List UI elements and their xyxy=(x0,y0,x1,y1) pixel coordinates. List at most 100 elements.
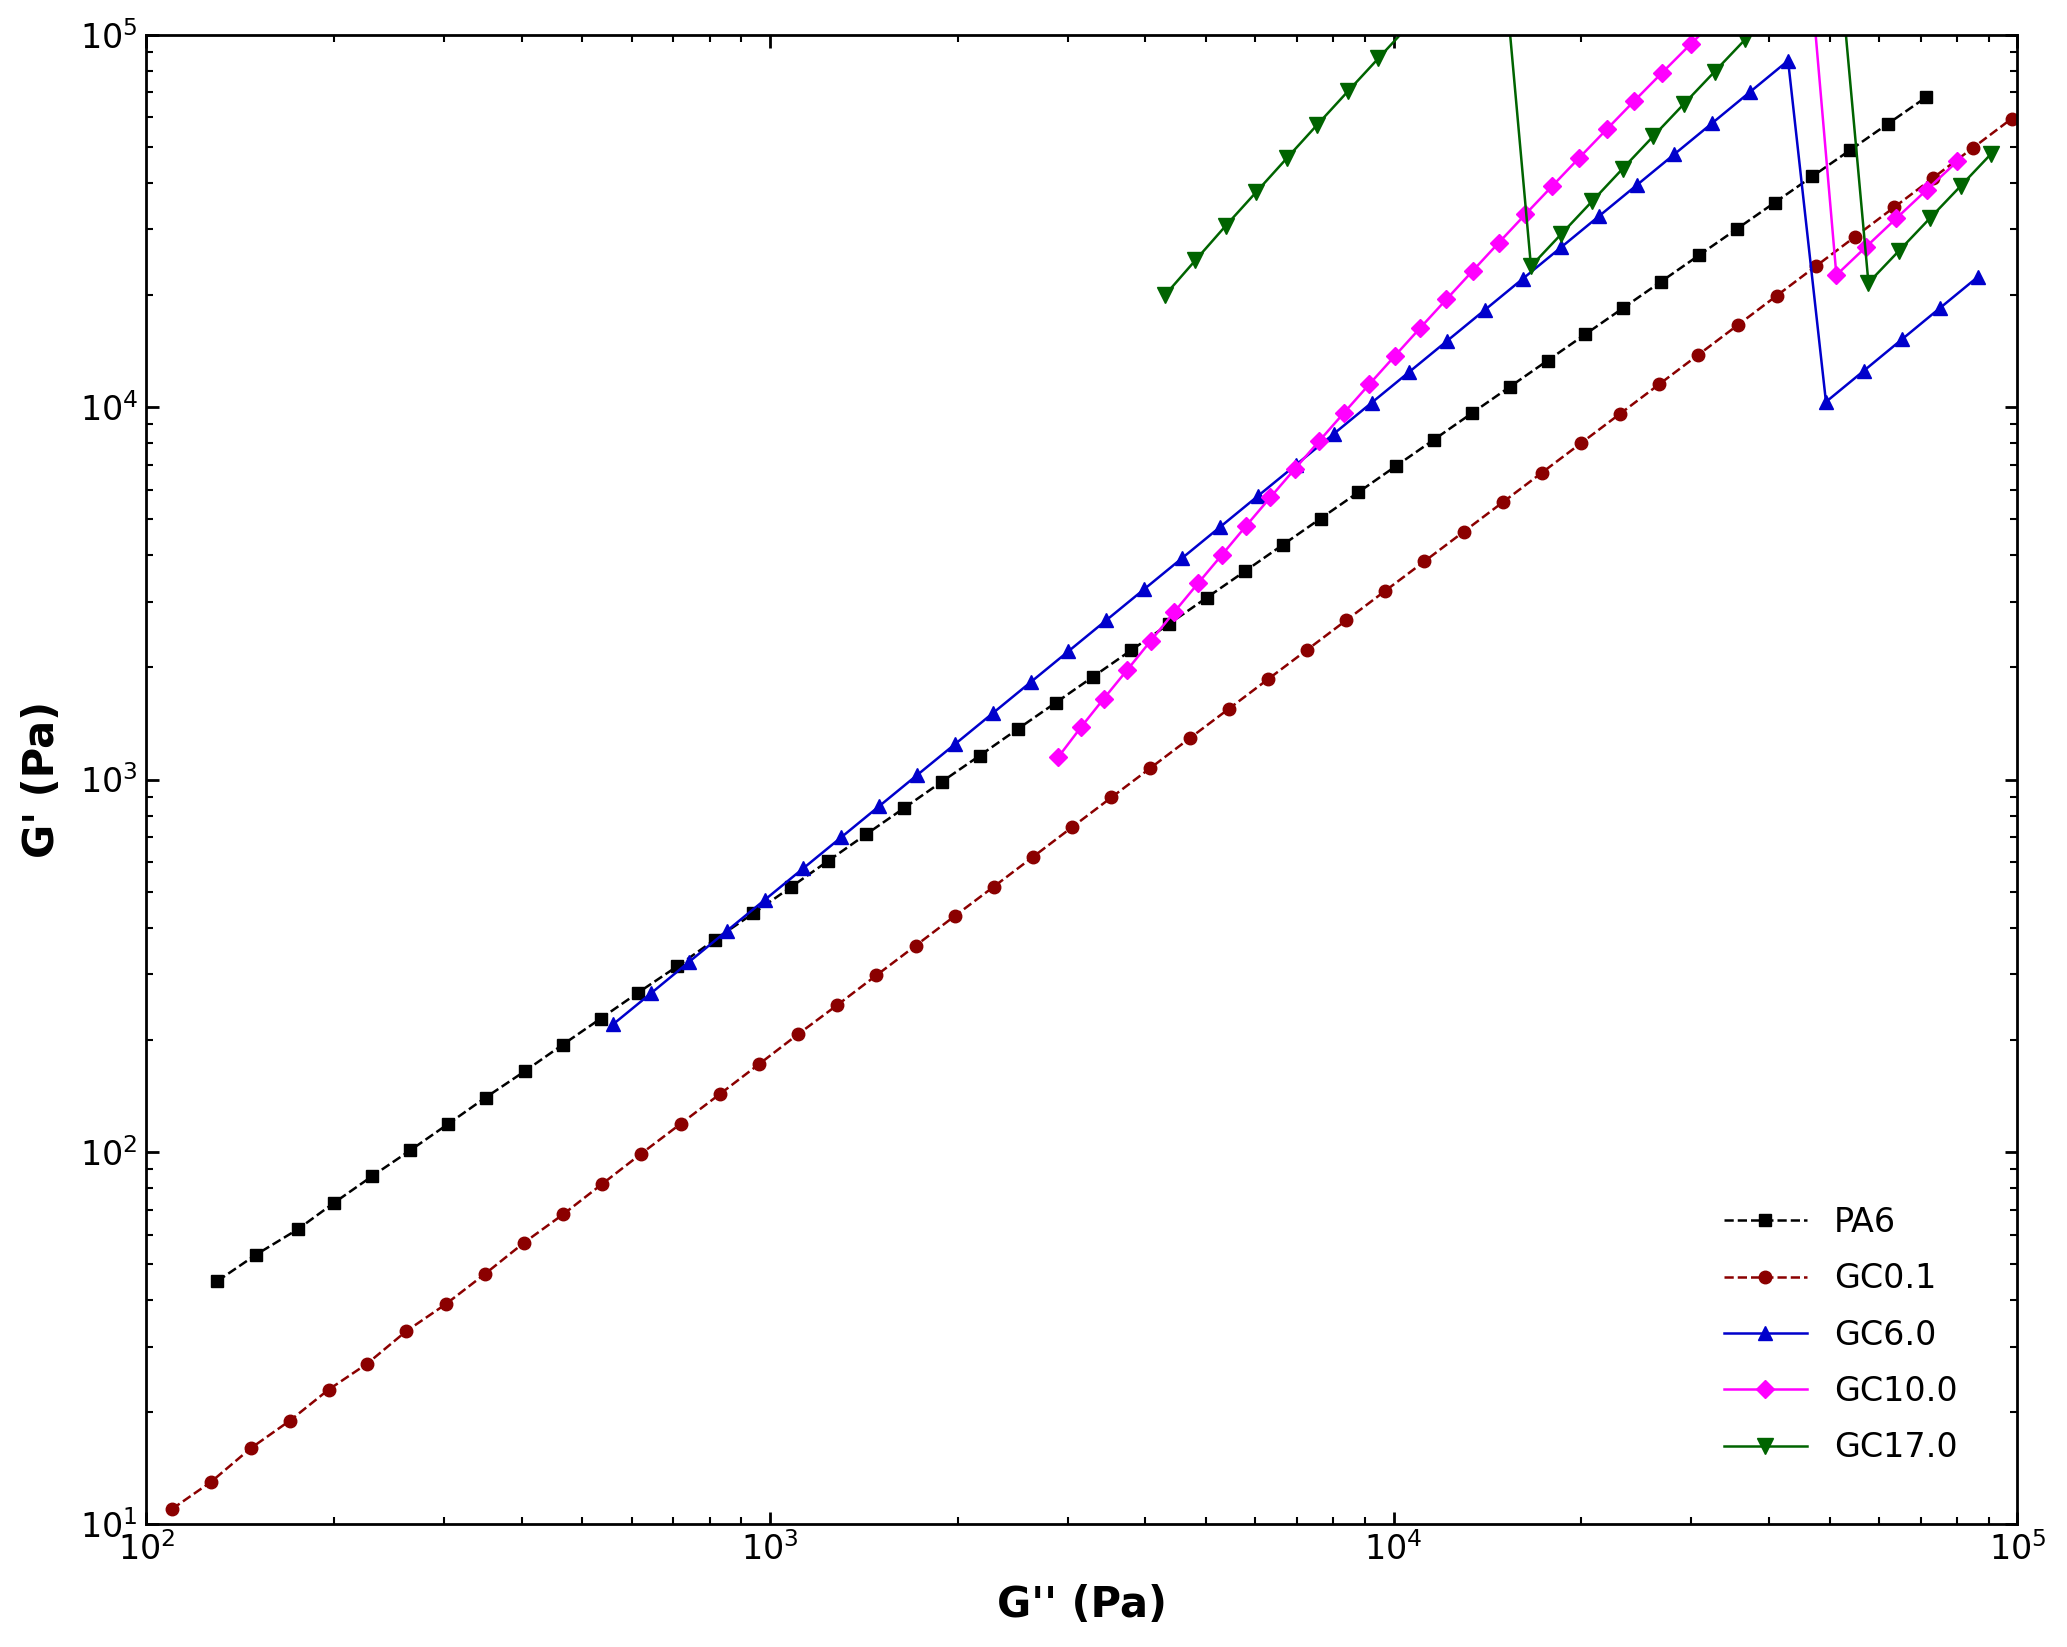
GC17.0 xyxy=(1918,209,1943,229)
PA6 xyxy=(1610,298,1635,318)
GC0.1 xyxy=(903,935,928,955)
PA6 xyxy=(473,1087,498,1107)
GC0.1 xyxy=(707,1084,732,1103)
PA6 xyxy=(930,772,955,792)
GC10.0 xyxy=(1114,660,1139,680)
GC6.0 xyxy=(1284,455,1308,474)
GC6.0 xyxy=(866,797,891,817)
PA6 xyxy=(436,1113,461,1133)
GC10.0 xyxy=(1486,232,1511,252)
GC6.0 xyxy=(676,952,701,972)
PA6 xyxy=(967,746,992,766)
PA6 xyxy=(1232,562,1257,581)
GC6.0 xyxy=(1926,298,1951,318)
GC10.0 xyxy=(1914,180,1939,199)
GC6.0 xyxy=(715,921,740,940)
GC6.0 xyxy=(980,703,1005,723)
Line: GC17.0: GC17.0 xyxy=(1158,0,1999,303)
PA6 xyxy=(285,1219,310,1239)
GC10.0 xyxy=(1234,516,1259,535)
GC0.1 xyxy=(159,1499,184,1519)
X-axis label: G'' (Pa): G'' (Pa) xyxy=(996,1584,1168,1626)
GC10.0 xyxy=(1513,204,1538,224)
GC0.1 xyxy=(1021,847,1046,866)
PA6 xyxy=(854,825,878,845)
GC17.0 xyxy=(1335,82,1360,102)
GC0.1 xyxy=(550,1204,575,1224)
GC10.0 xyxy=(1623,91,1647,110)
Line: PA6: PA6 xyxy=(211,91,1933,1288)
PA6 xyxy=(205,1271,229,1291)
GC6.0 xyxy=(1966,267,1991,287)
PA6 xyxy=(1800,166,1825,186)
PA6 xyxy=(397,1140,422,1159)
GC0.1 xyxy=(316,1380,341,1400)
GC0.1 xyxy=(238,1438,263,1458)
PA6 xyxy=(1497,377,1521,397)
PA6 xyxy=(550,1034,575,1054)
PA6 xyxy=(816,851,841,871)
GC0.1 xyxy=(1451,522,1476,542)
GC17.0 xyxy=(1610,158,1635,178)
GC6.0 xyxy=(1548,237,1573,257)
GC0.1 xyxy=(434,1295,459,1314)
PA6 xyxy=(589,1008,614,1028)
GC6.0 xyxy=(639,983,664,1003)
PA6 xyxy=(244,1245,269,1265)
GC10.0 xyxy=(1331,402,1356,422)
GC6.0 xyxy=(792,858,816,878)
GC0.1 xyxy=(1765,287,1790,306)
PA6 xyxy=(1649,272,1674,292)
GC6.0 xyxy=(1889,329,1914,349)
PA6 xyxy=(1308,509,1333,529)
PA6 xyxy=(1118,641,1143,660)
GC0.1 xyxy=(1687,344,1711,364)
GC0.1 xyxy=(1804,257,1829,277)
GC6.0 xyxy=(1207,517,1232,537)
GC0.1 xyxy=(785,1024,810,1044)
GC17.0 xyxy=(1426,0,1451,2)
GC17.0 xyxy=(1304,115,1329,135)
GC6.0 xyxy=(1625,175,1649,194)
GC6.0 xyxy=(1699,114,1724,133)
GC6.0 xyxy=(1434,331,1459,351)
PA6 xyxy=(1536,351,1561,371)
GC6.0 xyxy=(1738,82,1763,102)
GC10.0 xyxy=(1823,265,1848,285)
PA6 xyxy=(891,799,916,819)
GC0.1 xyxy=(1960,138,1984,158)
GC0.1 xyxy=(1139,758,1164,777)
GC6.0 xyxy=(1170,548,1195,568)
GC10.0 xyxy=(1259,488,1284,507)
GC17.0 xyxy=(1213,216,1238,236)
GC17.0 xyxy=(1397,15,1422,35)
GC17.0 xyxy=(1153,285,1178,305)
PA6 xyxy=(703,931,728,950)
GC0.1 xyxy=(356,1354,380,1374)
GC6.0 xyxy=(1511,268,1536,288)
PA6 xyxy=(1459,404,1484,423)
GC17.0 xyxy=(1887,240,1912,260)
PA6 xyxy=(322,1192,347,1212)
GC0.1 xyxy=(1608,404,1633,423)
GC6.0 xyxy=(1246,486,1271,506)
GC6.0 xyxy=(1133,580,1158,600)
GC0.1 xyxy=(1726,315,1751,334)
PA6 xyxy=(1838,140,1862,160)
GC10.0 xyxy=(1162,603,1186,623)
GC6.0 xyxy=(1360,394,1385,413)
GC6.0 xyxy=(1093,611,1118,631)
GC10.0 xyxy=(1209,545,1234,565)
GC0.1 xyxy=(1215,698,1240,718)
GC0.1 xyxy=(1999,109,2024,128)
GC17.0 xyxy=(1275,148,1300,168)
GC6.0 xyxy=(1585,206,1610,226)
GC0.1 xyxy=(982,876,1007,896)
GC10.0 xyxy=(1854,237,1879,257)
PA6 xyxy=(1158,614,1182,634)
GC6.0 xyxy=(601,1015,626,1034)
GC6.0 xyxy=(752,889,777,909)
GC0.1 xyxy=(589,1174,614,1194)
GC6.0 xyxy=(1397,362,1422,382)
GC0.1 xyxy=(668,1113,692,1133)
